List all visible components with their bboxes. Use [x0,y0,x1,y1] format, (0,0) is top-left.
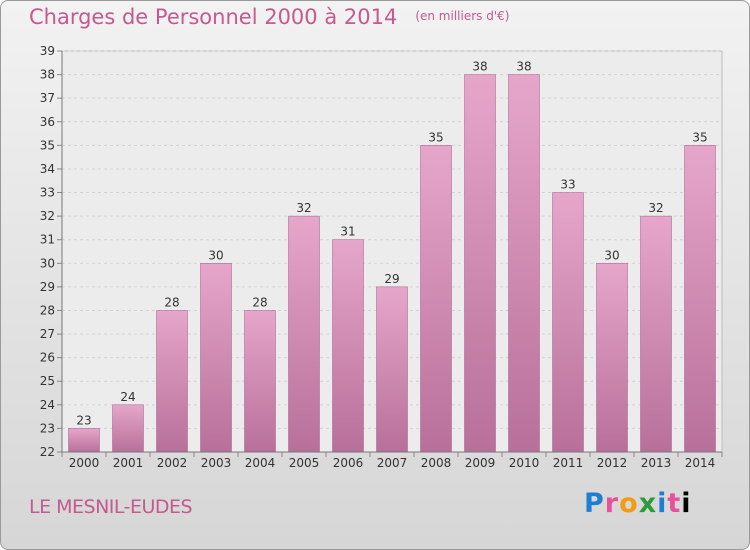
bar-value-label: 30 [604,248,619,262]
y-tick-label: 30 [40,256,55,270]
y-tick-label: 25 [40,374,55,388]
x-tick-label: 2003 [201,456,232,470]
bar-value-label: 29 [384,272,399,286]
y-tick-label: 39 [40,44,55,58]
bar-value-label: 31 [340,225,355,239]
bar [244,310,276,453]
x-tick-label: 2004 [245,456,276,470]
x-tick-label: 2009 [465,456,496,470]
chart-title: Charges de Personnel 2000 à 2014 (en mill… [29,5,509,29]
bar-value-label: 35 [692,130,707,144]
commune-name: LE MESNIL-EUDES [29,496,193,518]
bar-value-label: 30 [208,248,223,262]
bar-value-label: 32 [648,201,663,215]
bar-value-label: 38 [516,60,531,74]
proxiti-logo: Proxiti [584,488,692,519]
y-tick-label: 36 [40,115,55,129]
bar [332,239,364,453]
logo-letter: x [638,488,658,519]
bar-value-label: 35 [428,130,443,144]
x-tick-label: 2011 [553,456,584,470]
bar [596,263,628,453]
y-tick-label: 24 [40,398,55,412]
bar-value-label: 32 [296,201,311,215]
x-tick-label: 2008 [421,456,452,470]
y-tick-label: 29 [40,280,55,294]
x-tick-label: 2010 [509,456,540,470]
y-tick-label: 28 [40,303,55,317]
logo-letter: P [584,488,605,519]
y-tick-label: 37 [40,91,55,105]
logo-letter: i [657,488,668,519]
bar [288,215,320,453]
logo-letter: r [604,488,620,519]
y-tick-label: 23 [40,421,55,435]
x-tick-label: 2005 [289,456,320,470]
bar [552,192,584,453]
bar [508,74,540,453]
bar-value-label: 28 [164,295,179,309]
y-tick-label: 26 [40,351,55,365]
bar [112,404,144,453]
bar-value-label: 28 [252,295,267,309]
bar-value-label: 38 [472,60,487,74]
logo-letter: i [681,488,692,519]
y-tick-label: 33 [40,186,55,200]
x-tick-label: 2002 [157,456,188,470]
x-tick-label: 2007 [377,456,408,470]
bar [156,310,188,453]
bar [640,215,672,453]
y-tick-label: 22 [40,445,55,459]
logo-letter: o [619,488,639,519]
x-tick-label: 2012 [597,456,628,470]
logo-letter: t [667,488,682,519]
y-tick-label: 32 [40,209,55,223]
chart-title-text: Charges de Personnel 2000 à 2014 [29,5,398,29]
y-tick-label: 31 [40,233,55,247]
bar [684,145,716,453]
x-tick-label: 2014 [685,456,716,470]
bar-value-label: 33 [560,178,575,192]
y-tick-label: 38 [40,68,55,82]
bar-value-label: 24 [120,390,135,404]
bar [420,145,452,453]
bar [464,74,496,453]
bar [376,286,408,453]
y-tick-label: 34 [40,162,55,176]
x-tick-label: 2013 [641,456,672,470]
x-tick-label: 2006 [333,456,364,470]
bar [68,428,100,453]
chart-unit: (en milliers d'€) [415,9,510,23]
x-tick-label: 2001 [113,456,144,470]
y-tick-label: 27 [40,327,55,341]
y-tick-label: 35 [40,138,55,152]
bar [200,263,232,453]
x-tick-label: 2000 [69,456,100,470]
bar-value-label: 23 [76,413,91,427]
